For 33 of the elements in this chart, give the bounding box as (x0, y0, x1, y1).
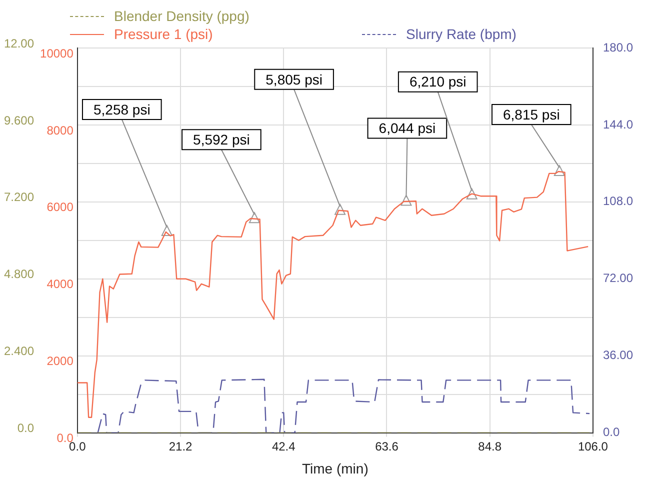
x-axis-title: Time (min) (302, 460, 368, 476)
y2-tick-label: 108.0 (602, 194, 634, 208)
x-tick-label: 84.8 (478, 439, 502, 454)
annotation: 5,592 psi (193, 131, 250, 148)
annotation: 6,044 psi (378, 120, 436, 136)
y2-tick-label: 36.00 (602, 348, 634, 362)
y-tick-label: 2000 (46, 354, 74, 368)
line-series (97, 378, 590, 433)
y-tick-label: 8000 (46, 123, 74, 138)
x-tick-label: 106.0 (578, 439, 608, 454)
annotation: 6,815 psi (502, 106, 560, 122)
y-tick-label: 4000 (46, 277, 74, 292)
legend-label: Pressure 1 (psi) (114, 26, 213, 42)
x-tick-label: 42.4 (272, 439, 296, 454)
y3-tick-label: 0.0 (17, 421, 34, 436)
annotation: 5,805 psi (266, 71, 322, 88)
y3-tick-label: 12.00 (4, 36, 34, 50)
x-tick-label: 21.2 (168, 439, 193, 454)
y2-tick-label: 0.0 (602, 425, 620, 440)
y3-tick-label: 2.400 (4, 344, 34, 358)
y-tick-label: 10000 (40, 46, 74, 60)
legend-label: Slurry Rate (bpm) (406, 26, 516, 42)
annotation: 5,258 psi (93, 101, 150, 118)
annotation: 6,210 psi (409, 74, 466, 90)
y2-tick-label: 72.00 (602, 271, 634, 286)
y-tick-label: 6000 (46, 200, 74, 214)
x-tick-label: 63.6 (375, 439, 399, 454)
y3-tick-label: 7.200 (4, 190, 34, 204)
y3-tick-label: 9.600 (4, 113, 34, 128)
legend-label: Blender Density (ppg) (114, 8, 250, 24)
y2-tick-label: 180.0 (602, 40, 634, 54)
y2-tick-label: 144.0 (602, 117, 634, 132)
y3-tick-label: 4.800 (4, 267, 34, 282)
